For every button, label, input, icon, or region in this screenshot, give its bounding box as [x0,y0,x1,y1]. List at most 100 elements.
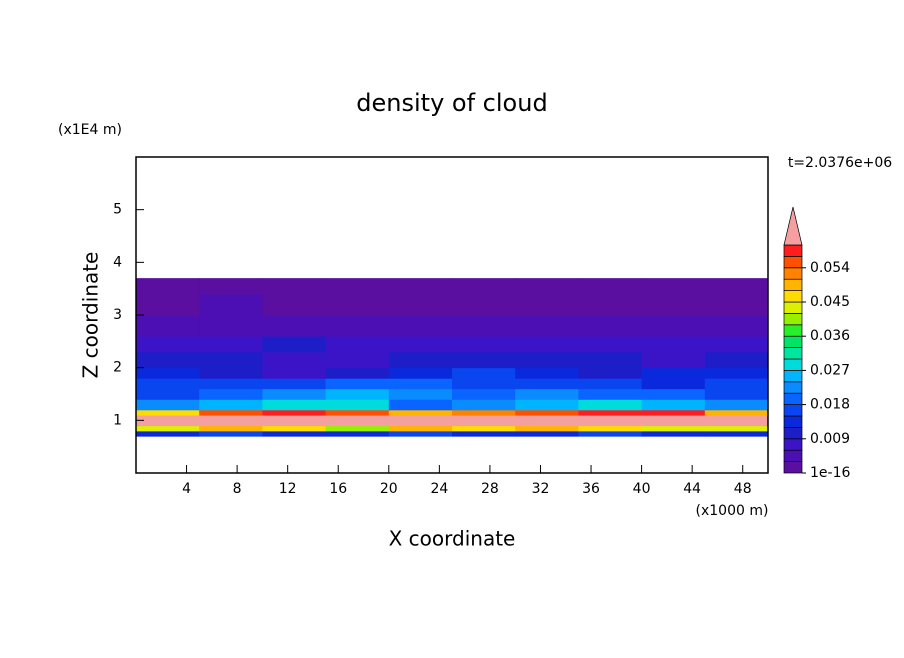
cell [704,415,769,421]
colorbar-band [783,358,803,371]
cell [578,351,643,369]
cell [388,420,453,427]
cell [325,336,390,353]
cell [262,415,327,421]
cell [199,351,263,369]
colorbar-tick-label: 0.018 [810,397,850,413]
cell [199,420,263,427]
cell [515,278,579,295]
cell [704,399,769,411]
colorbar-band [783,415,803,428]
cell [578,378,643,390]
cell [704,430,769,437]
cell [578,336,643,353]
colorbar-tick-label: 0.009 [810,431,850,447]
cell [136,315,200,337]
cell [388,293,453,316]
cell [515,399,579,411]
x-axis-title: X coordinate [389,527,516,551]
colorbar-band [783,324,803,337]
cell [704,336,769,353]
cell [199,336,263,353]
cell [199,409,263,416]
x-tick-label: 32 [532,481,550,497]
cell [136,378,200,390]
colorbar-band [783,427,803,440]
cell [262,336,327,353]
cell [515,367,579,379]
cell [388,336,453,353]
cell [388,388,453,400]
cell [262,351,327,369]
cell [704,351,769,369]
cell [199,293,263,316]
y-tick-label: 1 [113,412,122,428]
x-tick-label: 12 [279,481,297,497]
cell [136,420,200,427]
cell [262,278,327,295]
cell [136,388,200,400]
cell [515,420,579,427]
cell [641,278,706,295]
cell [641,420,706,427]
colorbar-extension [783,206,803,246]
cell [578,425,643,432]
x-tick-label: 48 [734,481,752,497]
x-tick-label: 36 [582,481,600,497]
cell [515,415,579,421]
colorbar-band [783,404,803,417]
cell [452,430,516,437]
cell [641,336,706,353]
cell [325,293,390,316]
colorbar-band [783,381,803,394]
cell [452,388,516,400]
cell [641,378,706,390]
cell [641,415,706,421]
cell [388,351,453,369]
cell [325,278,390,295]
x-tick-label: 40 [633,481,651,497]
colorbar-band [783,256,803,269]
cell [641,367,706,379]
cell [704,420,769,427]
colorbar-band [783,301,803,314]
cell [199,367,263,379]
cell [325,409,390,416]
colorbar-band [783,370,803,383]
cell [325,399,390,411]
y-tick-label: 2 [113,360,122,376]
colorbar-band [783,278,803,291]
cell [136,409,200,416]
cell [388,409,453,416]
cell [641,388,706,400]
cell [262,378,327,390]
cell [388,425,453,432]
cell [262,409,327,416]
y-tick-label: 3 [113,307,122,323]
colorbar-band [783,290,803,303]
cell [578,388,643,400]
cell [199,425,263,432]
cell [452,315,516,337]
y-tick-label: 5 [113,202,122,218]
colorbar-band [783,461,803,474]
cell [388,278,453,295]
cell [325,378,390,390]
cell [199,388,263,400]
cell [262,420,327,427]
cell [388,315,453,337]
cell [262,293,327,316]
cell [452,420,516,427]
cell [199,278,263,295]
cell [136,399,200,411]
cell [578,278,643,295]
colorbar-tick-label: 0.027 [810,362,850,378]
cell [452,336,516,353]
cell [641,425,706,432]
cell [452,367,516,379]
cell [136,430,200,437]
colorbar-band [783,438,803,451]
cell [515,336,579,353]
cell [641,351,706,369]
